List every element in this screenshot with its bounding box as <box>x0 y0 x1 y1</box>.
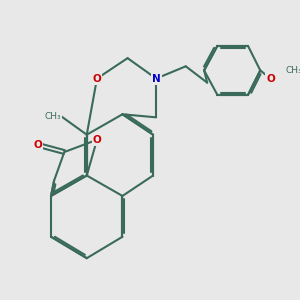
Text: O: O <box>266 74 275 84</box>
Text: N: N <box>152 74 161 84</box>
Text: CH₃: CH₃ <box>45 112 61 121</box>
Text: CH₃: CH₃ <box>286 66 300 75</box>
Text: O: O <box>93 74 101 84</box>
Text: O: O <box>93 135 101 145</box>
Text: O: O <box>33 140 42 150</box>
